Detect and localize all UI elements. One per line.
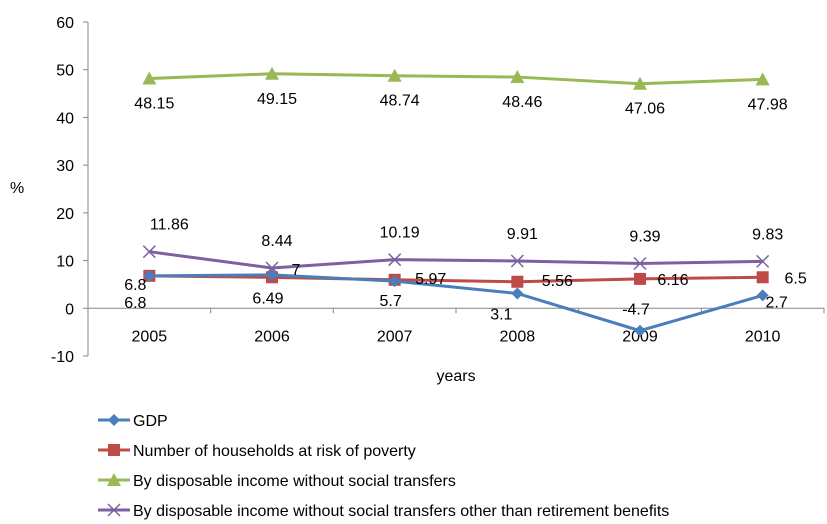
axes: -10 0 10 20 30 40 50 60 2005 2006 2007 2008 2009 2010	[51, 15, 825, 366]
data-point	[756, 289, 769, 302]
legend-item: Number of households at risk of poverty	[98, 443, 416, 460]
series-3	[142, 245, 770, 275]
y-tick-label: 10	[56, 254, 74, 271]
data-label: 8.44	[261, 233, 292, 250]
series-line	[149, 273, 764, 333]
y-tick-label: 0	[65, 301, 74, 318]
legend-label: By disposable income without social tran…	[133, 473, 456, 490]
legend-item: GDP	[98, 413, 168, 430]
data-label: 11.86	[150, 217, 189, 234]
data-label: 9.39	[629, 228, 660, 245]
x-tick-label: 2006	[254, 328, 290, 345]
data-label: 7	[292, 262, 301, 279]
x-tick-label: 2010	[745, 328, 781, 345]
legend-item: By disposable income without social tran…	[98, 473, 456, 490]
legend-marker	[107, 473, 121, 486]
data-label: 6.49	[252, 290, 283, 307]
data-point	[633, 76, 647, 90]
series-line	[149, 274, 763, 284]
data-point	[756, 254, 770, 268]
x-marker-stroke	[388, 253, 402, 267]
x-axis-title: years	[436, 368, 475, 385]
legend-label: GDP	[133, 413, 168, 430]
y-tick-label: 40	[56, 110, 74, 127]
data-point	[634, 272, 646, 285]
data-point	[388, 253, 402, 267]
data-label: 3.1	[490, 306, 512, 323]
y-axis-title: %	[10, 180, 24, 197]
data-label: 6.8	[124, 295, 146, 312]
legend-marker	[107, 503, 121, 517]
series-0	[143, 268, 769, 337]
x-marker-stroke	[756, 254, 770, 268]
data-label: 6.16	[657, 272, 688, 289]
data-label: -4.7	[622, 302, 650, 319]
data-label: 47.06	[625, 101, 665, 118]
x-tick-label: 2005	[132, 328, 168, 345]
data-label: 48.46	[502, 94, 542, 111]
data-point	[142, 71, 157, 85]
data-label: 6.5	[785, 270, 807, 287]
data-point	[755, 72, 770, 86]
data-point	[266, 268, 278, 281]
data-label: 49.15	[257, 91, 297, 108]
data-point	[510, 70, 525, 84]
data-point	[633, 256, 647, 271]
data-point	[511, 287, 524, 300]
x-marker-stroke	[510, 254, 524, 268]
x-tick-label: 2009	[622, 328, 658, 345]
data-point	[510, 254, 524, 268]
data-label: 9.83	[752, 226, 783, 243]
data-label: 48.74	[380, 93, 420, 110]
x-tick-label: 2008	[500, 328, 536, 345]
legend-marker	[108, 444, 120, 456]
data-label: 2.7	[766, 294, 788, 311]
series-line	[149, 72, 763, 86]
data-point	[756, 271, 769, 284]
data-point	[511, 275, 524, 288]
y-tick-label: 20	[56, 206, 74, 223]
data-point	[388, 275, 401, 288]
x-marker-stroke	[107, 503, 121, 517]
x-marker-stroke	[142, 245, 156, 259]
data-label: 5.56	[542, 273, 573, 290]
data-point	[142, 245, 156, 259]
data-point	[265, 66, 279, 80]
y-tick-label: 50	[56, 63, 74, 80]
y-tick-label: 60	[56, 15, 74, 32]
y-tick-label: -10	[51, 349, 74, 366]
data-labels: 6.8 7 5.7 3.1 -4.7 2.7 6.8 6.49 5.97 5.56 6.16 6.5 4…	[124, 91, 807, 324]
legend-label: By disposable income without social tran…	[133, 503, 669, 520]
legend: GDP Number of households at risk of pover…	[98, 413, 669, 520]
legend-label: Number of households at risk of poverty	[133, 443, 416, 460]
x-tick-label: 2007	[377, 328, 413, 345]
series-2	[142, 66, 770, 90]
data-point	[387, 68, 402, 82]
data-label: 5.97	[415, 271, 446, 288]
data-label: 47.98	[748, 96, 788, 113]
x-marker-stroke	[633, 256, 647, 271]
series-layer	[142, 66, 770, 337]
y-tick-label: 30	[56, 158, 74, 175]
data-label: 48.15	[134, 96, 174, 113]
data-label: 9.91	[507, 226, 538, 243]
data-label: 6.8	[124, 277, 146, 294]
data-label: 10.19	[380, 225, 420, 242]
series-line	[149, 250, 763, 270]
legend-marker	[108, 414, 120, 426]
data-point	[634, 324, 646, 337]
data-point	[143, 269, 156, 282]
data-label: 5.7	[380, 293, 402, 310]
legend-item: By disposable income without social tran…	[98, 503, 669, 520]
